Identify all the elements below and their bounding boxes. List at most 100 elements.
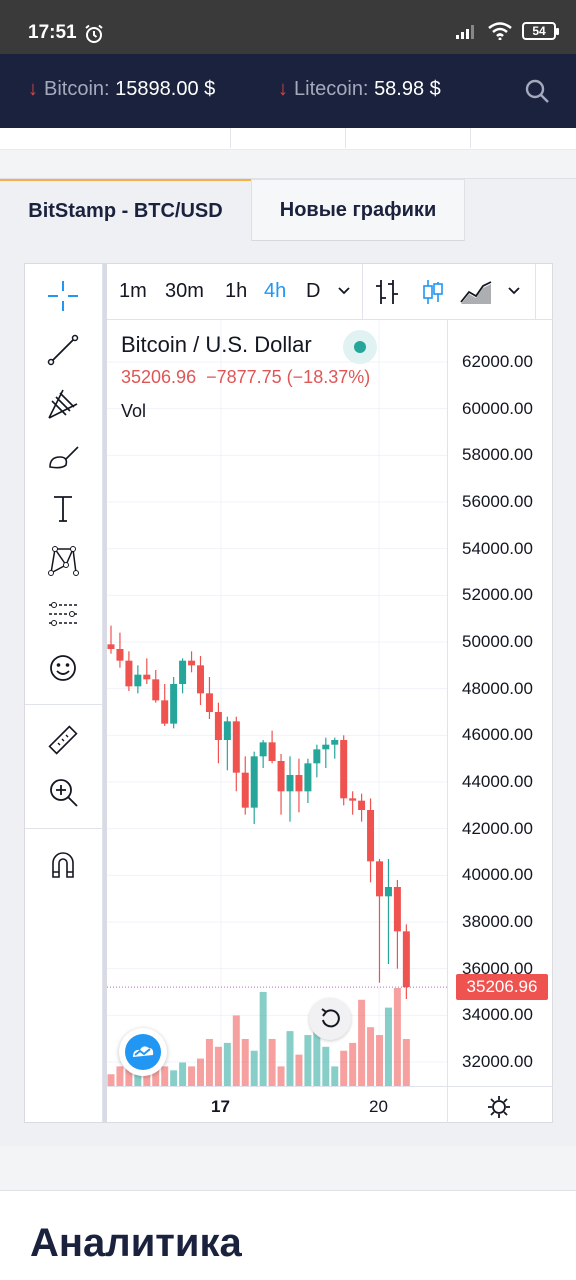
tab-new-charts[interactable]: Новые графики [251, 179, 465, 241]
candle-body [134, 674, 142, 687]
volume-bar [116, 1066, 124, 1086]
price-plot[interactable] [107, 320, 447, 1086]
tradingview-chart: 1m 30m 1h 4h D Bitcoin / U.S. Dollar 352… [24, 263, 553, 1123]
volume-bar [358, 999, 366, 1086]
volume-bar [268, 1038, 276, 1086]
pattern-icon[interactable] [43, 540, 83, 580]
candle-body [152, 679, 160, 701]
timeframe-4h[interactable]: 4h [264, 280, 287, 302]
chevron-down-icon[interactable] [337, 286, 351, 296]
chart-top-toolbar: 1m 30m 1h 4h D [107, 264, 553, 320]
crosshair-icon[interactable] [43, 276, 83, 316]
trend-line-icon[interactable] [43, 330, 83, 370]
volume-bar [349, 1042, 357, 1086]
ticker-litecoin[interactable]: ↓ Litecoin: 58.98 $ [278, 78, 441, 100]
tab-bitstamp[interactable]: BitStamp - BTC/USD [0, 179, 251, 241]
volume-bar [402, 1038, 410, 1086]
volume-bar [340, 1050, 348, 1086]
candle-body [322, 744, 330, 750]
timeframe-30m[interactable]: 30m [165, 280, 204, 302]
volume-bar [214, 1046, 222, 1086]
y-tick-label: 60000.00 [462, 398, 533, 418]
candle-body [402, 931, 410, 988]
volume-bar [250, 1050, 258, 1086]
sub-header [0, 128, 576, 150]
bar-chart-type-icon[interactable] [373, 278, 401, 306]
status-time: 17:51 [28, 22, 77, 43]
y-tick-label: 62000.00 [462, 352, 533, 371]
y-tick-label: 34000.00 [462, 1005, 533, 1025]
alarm-icon [85, 24, 103, 43]
candle-body [241, 772, 249, 808]
candle-body [286, 775, 294, 792]
tradingview-logo[interactable] [119, 1028, 167, 1076]
volume-bar [241, 1038, 249, 1086]
candle-body [125, 660, 133, 687]
search-icon[interactable] [524, 78, 550, 104]
candle-body [250, 756, 258, 808]
analytics-section: Аналитика [0, 1190, 576, 1280]
volume-bar [277, 1066, 285, 1086]
area-chart-type-icon[interactable] [459, 278, 493, 306]
emoji-icon[interactable] [43, 648, 83, 688]
signal-icon [456, 25, 474, 39]
volume-bar [188, 1066, 196, 1086]
prediction-icon[interactable] [43, 594, 83, 634]
ticker-bitcoin[interactable]: ↓ Bitcoin: 15898.00 $ [28, 78, 216, 100]
timeframe-1m[interactable]: 1m [119, 280, 147, 302]
candle-body [304, 763, 312, 792]
chevron-down-icon[interactable] [507, 286, 521, 296]
x-tick-label: 17 [211, 1097, 230, 1116]
y-tick-label: 54000.00 [462, 538, 533, 558]
candle-body [232, 721, 240, 773]
market-status-dot [343, 330, 377, 364]
pitchfork-icon[interactable] [43, 384, 83, 424]
candle-body [170, 684, 178, 724]
legend-title: Bitcoin / U.S. Dollar [121, 332, 312, 357]
price-axis[interactable]: 62000.00 60000.00 58000.00 56000.00 54000.00… [447, 320, 553, 1086]
y-tick-label: 36000.00 [462, 958, 533, 978]
down-arrow-icon: ↓ [28, 78, 38, 100]
text-tool-icon[interactable] [43, 488, 83, 528]
y-tick-label: 48000.00 [462, 678, 533, 698]
time-axis[interactable]: 17 20 [107, 1086, 553, 1123]
brush-icon[interactable] [43, 436, 83, 476]
toolbar-scrollbar[interactable] [103, 264, 107, 1122]
legend-volume: Vol [121, 401, 147, 421]
volume-bar [161, 1066, 169, 1086]
candle-body [259, 742, 267, 757]
reset-chart-button[interactable] [309, 998, 351, 1040]
volume-bar [376, 1035, 383, 1086]
candle-body [340, 740, 348, 799]
candle-body [313, 749, 321, 764]
volume-bar [259, 991, 267, 1086]
wifi-icon [488, 22, 512, 40]
timeframe-d[interactable]: D [306, 280, 321, 302]
down-arrow-icon: ↓ [278, 78, 288, 100]
candles-chart-type-icon[interactable] [419, 278, 447, 306]
reset-icon [321, 1008, 340, 1028]
candle-body [214, 712, 222, 740]
zoom-in-icon[interactable] [43, 772, 83, 812]
magnet-icon[interactable] [43, 844, 83, 884]
ruler-icon[interactable] [43, 720, 83, 760]
y-tick-label: 56000.00 [462, 492, 533, 511]
candle-body [188, 660, 196, 666]
battery-indicator: 54 [522, 22, 559, 40]
volume-bar [179, 1062, 187, 1086]
last-price-badge: 35206.96 [456, 974, 548, 1001]
volume-bar [223, 1042, 231, 1086]
y-tick-label: 52000.00 [462, 585, 533, 605]
status-bar: 17:51 54 [0, 0, 576, 54]
volume-bar [134, 1066, 142, 1086]
settings-gear-icon[interactable] [487, 1095, 511, 1119]
volume-bar [313, 1031, 321, 1086]
y-tick-label: 58000.00 [462, 445, 533, 465]
timeframe-1h[interactable]: 1h [225, 280, 248, 302]
y-tick-label: 46000.00 [462, 725, 533, 745]
cloud-icon [125, 1034, 161, 1070]
volume-bar [322, 1046, 330, 1086]
price-ticker: ↓ Bitcoin: 15898.00 $ ↓ Litecoin: 58.98 $ [0, 54, 576, 128]
volume-bar [170, 1070, 178, 1086]
candle-body [223, 721, 231, 740]
